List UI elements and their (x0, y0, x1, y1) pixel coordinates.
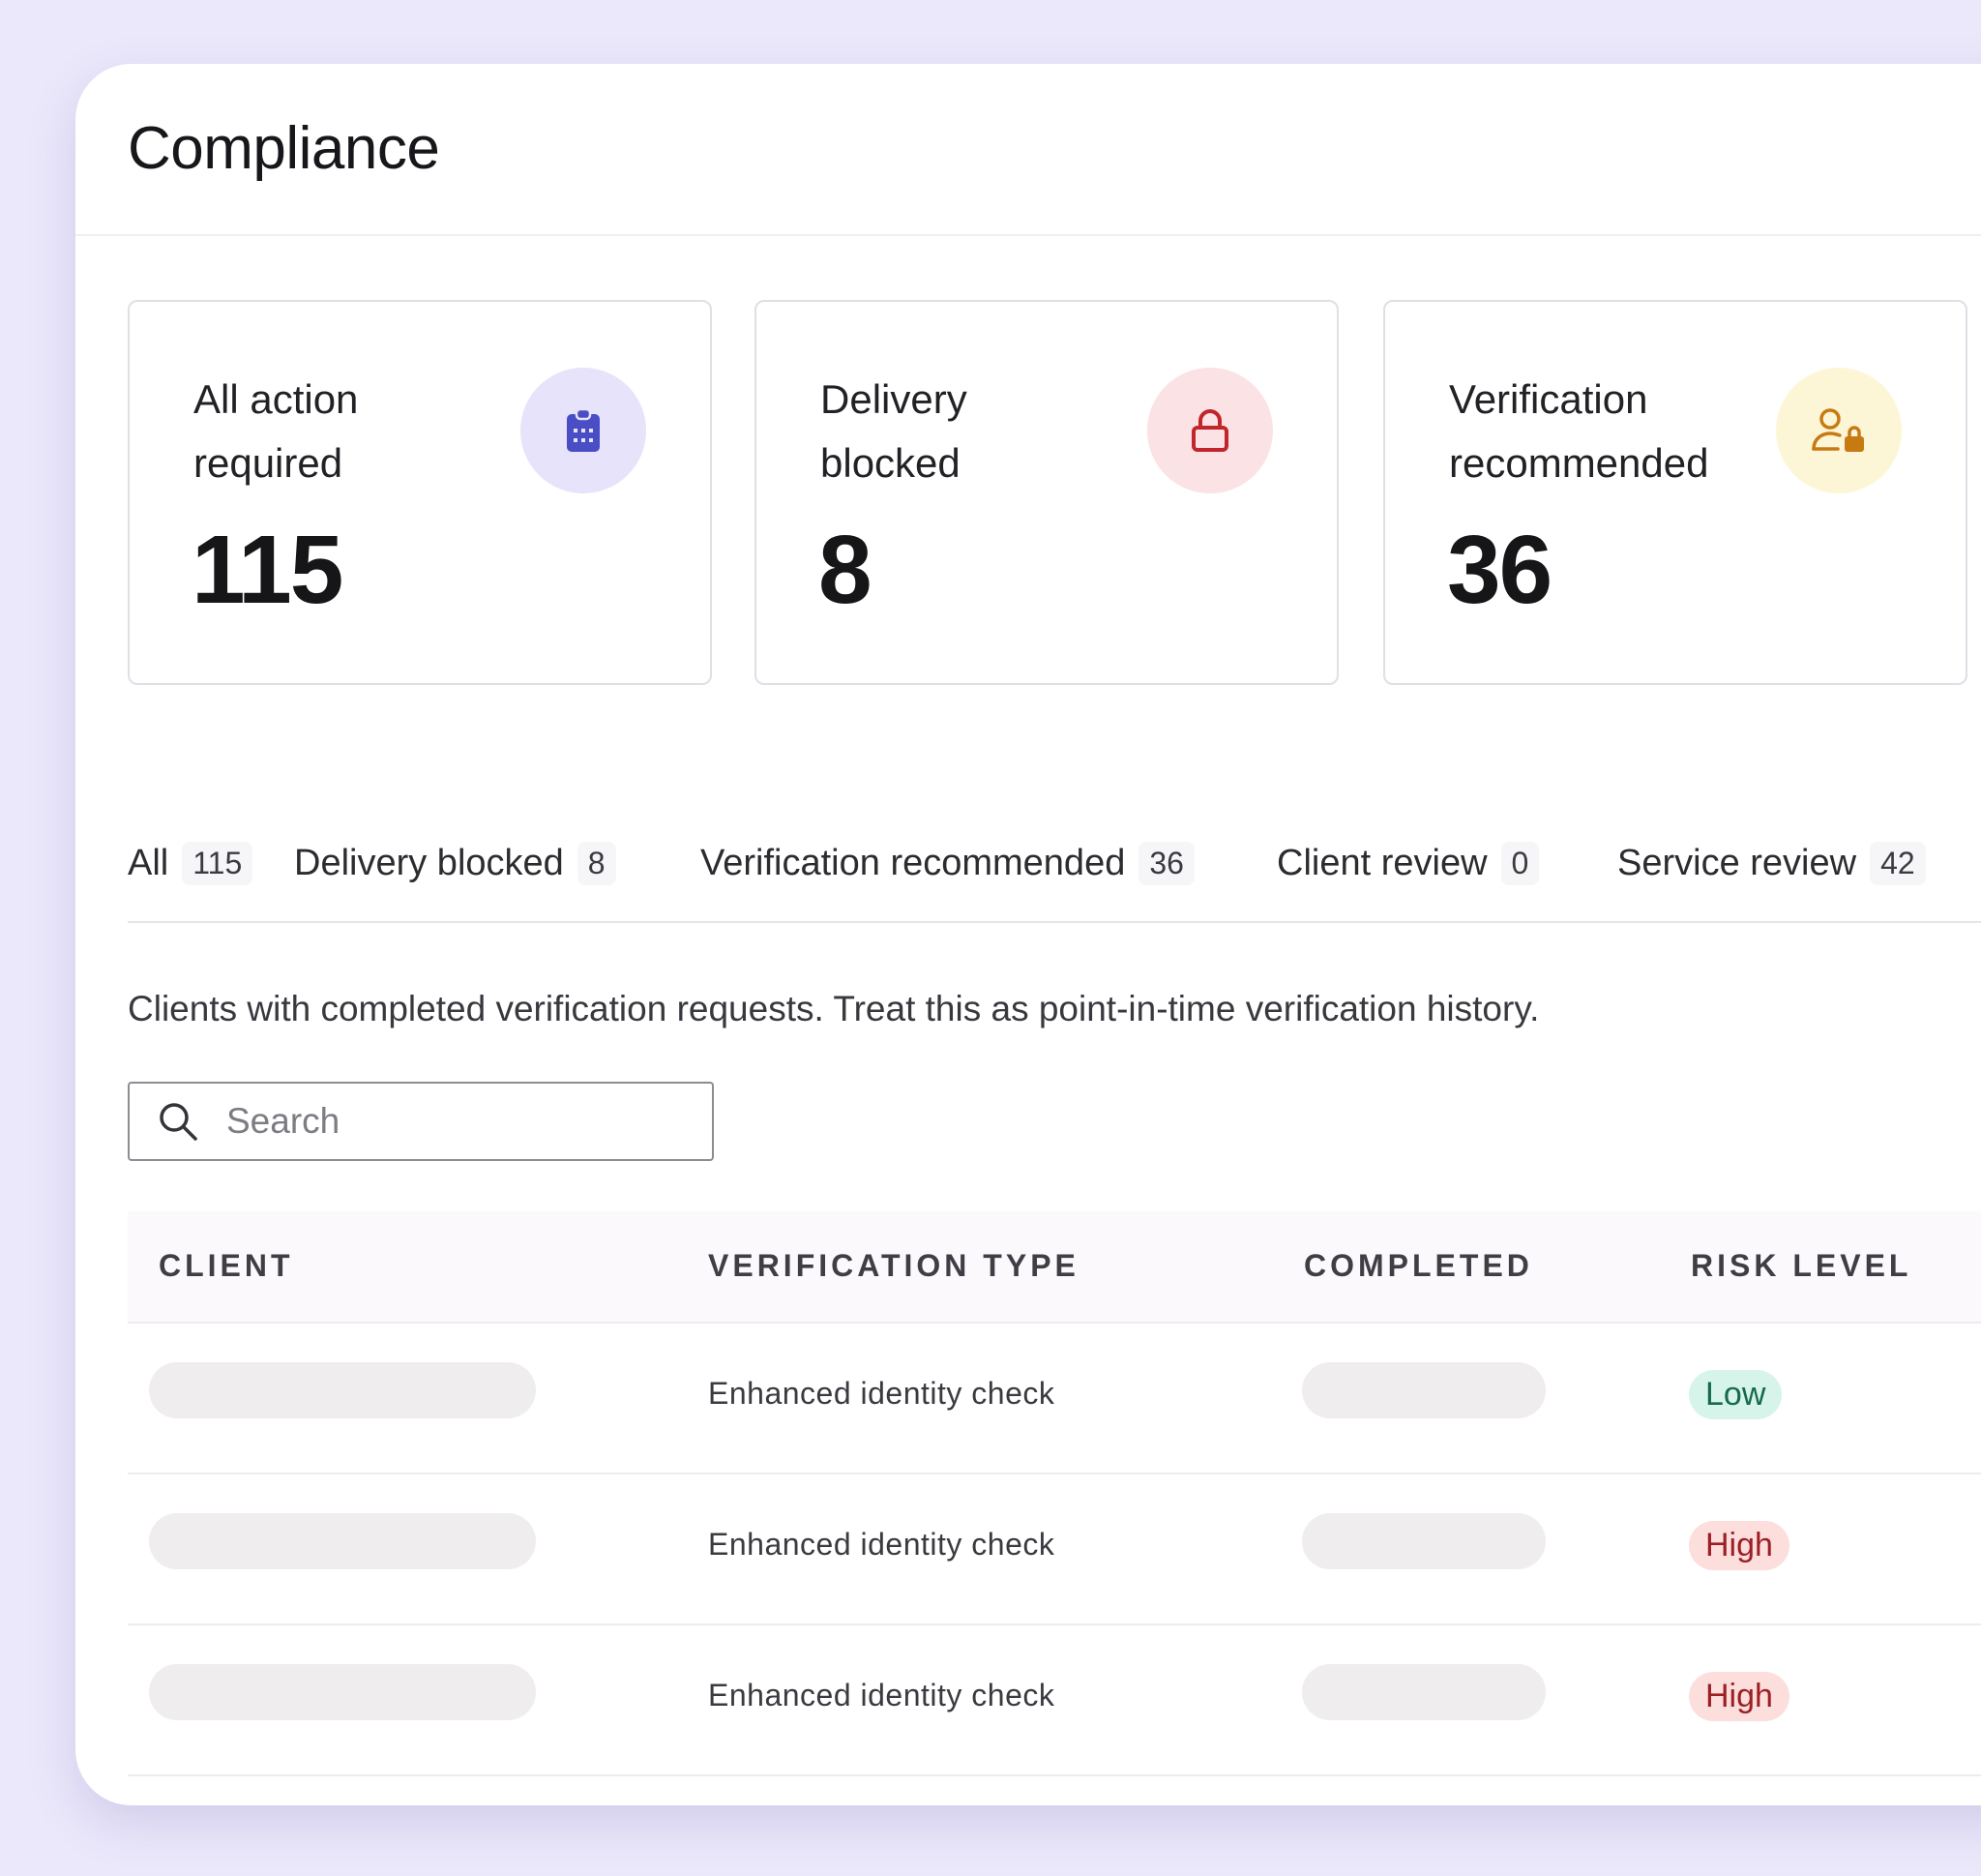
search-box[interactable] (128, 1082, 714, 1161)
verification-type-cell: Enhanced identity check (708, 1678, 1055, 1712)
column-header-client[interactable]: CLIENT (159, 1248, 294, 1283)
compliance-panel: Compliance All action required 115 Deliv… (75, 64, 1981, 1805)
tab-label: Service review (1617, 842, 1857, 883)
column-header-risk-level[interactable]: RISK LEVEL (1691, 1248, 1912, 1283)
tab-client-review[interactable]: Client review 0 (1277, 834, 1540, 892)
page-title: Compliance (128, 115, 440, 182)
tab-count-badge: 0 (1500, 841, 1540, 885)
table-row[interactable]: Enhanced identity check Low (128, 1324, 1981, 1474)
column-header-verification-type[interactable]: VERIFICATION TYPE (708, 1248, 1079, 1283)
tab-verification-recommended[interactable]: Verification recommended 36 (700, 834, 1195, 892)
completed-placeholder (1302, 1513, 1546, 1569)
tab-label: All (128, 842, 169, 883)
table-header: CLIENT VERIFICATION TYPE COMPLETED RISK … (128, 1211, 1981, 1324)
table-row[interactable]: Enhanced identity check High (128, 1625, 1981, 1776)
completed-placeholder (1302, 1664, 1546, 1720)
tab-count-badge: 36 (1138, 841, 1195, 885)
completed-placeholder (1302, 1362, 1546, 1418)
tab-count-badge: 8 (577, 841, 616, 885)
page-header: Compliance (75, 64, 1981, 236)
clipboard-icon (520, 368, 646, 493)
verification-type-cell: Enhanced identity check (708, 1527, 1055, 1562)
tab-delivery-blocked[interactable]: Delivery blocked 8 (294, 834, 616, 892)
client-placeholder (149, 1362, 536, 1418)
verification-table: CLIENT VERIFICATION TYPE COMPLETED RISK … (128, 1211, 1981, 1776)
card-verification-recommended[interactable]: Verification recommended 36 (1383, 300, 1967, 685)
tab-service-review[interactable]: Service review 42 (1617, 834, 1926, 892)
tab-count-badge: 42 (1870, 841, 1926, 885)
tab-label: Verification recommended (700, 842, 1126, 883)
card-label: All action required (193, 376, 359, 486)
verification-type-cell: Enhanced identity check (708, 1376, 1055, 1411)
card-label: Verification recommended (1449, 376, 1709, 486)
lock-icon (1147, 368, 1273, 493)
card-value: 8 (818, 516, 872, 624)
card-value: 36 (1447, 516, 1552, 624)
card-all-action-required[interactable]: All action required 115 (128, 300, 712, 685)
filter-tabs: All 115 Delivery blocked 8 Verification … (128, 809, 1981, 923)
card-label: Delivery blocked (820, 376, 967, 486)
risk-level-badge: Low (1689, 1370, 1783, 1419)
risk-level-badge: High (1689, 1521, 1789, 1570)
user-lock-icon (1776, 368, 1902, 493)
risk-level-badge: High (1689, 1672, 1789, 1721)
tab-label: Delivery blocked (294, 842, 564, 883)
tab-all[interactable]: All 115 (128, 834, 253, 892)
summary-cards: All action required 115 Delivery blocked… (128, 300, 1981, 687)
tab-count-badge: 115 (182, 841, 253, 885)
client-placeholder (149, 1664, 536, 1720)
section-description: Clients with completed verification requ… (128, 989, 1540, 1028)
card-delivery-blocked[interactable]: Delivery blocked 8 (754, 300, 1339, 685)
client-placeholder (149, 1513, 536, 1569)
tab-label: Client review (1277, 842, 1488, 883)
search-input[interactable] (224, 1100, 693, 1143)
table-row[interactable]: Enhanced identity check High (128, 1474, 1981, 1625)
search-icon (157, 1100, 199, 1143)
card-value: 115 (192, 516, 343, 624)
column-header-completed[interactable]: COMPLETED (1304, 1248, 1533, 1283)
